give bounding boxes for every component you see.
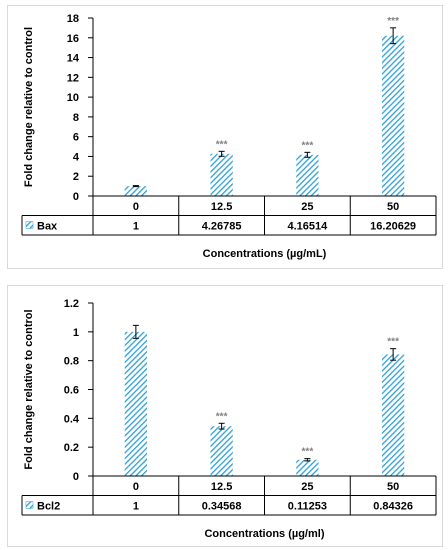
x-category-label: 25 — [301, 201, 313, 213]
significance-marker: *** — [387, 16, 399, 27]
bar — [210, 426, 233, 476]
x-category-label: 12.5 — [211, 201, 232, 213]
bar — [381, 354, 405, 476]
significance-marker: *** — [302, 140, 314, 151]
x-category-label: 25 — [301, 481, 313, 493]
bar — [210, 153, 233, 196]
bax-chart: Fold change relative to control024681012… — [21, 13, 437, 260]
legend-key — [25, 221, 34, 229]
table-value-cell: 0.11253 — [288, 500, 327, 512]
table-value-cell: 0.84326 — [373, 500, 413, 512]
y-tick-label: 1 — [73, 327, 79, 339]
y-tick-label: 0 — [73, 191, 79, 203]
x-category-label: 50 — [387, 481, 399, 493]
table-value-cell: 1 — [133, 220, 139, 232]
table-value-cell: 4.26785 — [202, 220, 242, 232]
y-tick-label: 0.4 — [64, 413, 80, 425]
y-tick-label: 18 — [67, 13, 79, 25]
table-value-cell: 4.16514 — [287, 220, 328, 232]
y-tick-label: 0.8 — [64, 356, 79, 368]
significance-marker: *** — [216, 139, 228, 150]
y-axis-title: Fold change relative to control — [23, 309, 35, 469]
y-tick-label: 6 — [73, 132, 79, 144]
x-axis-title: Concentrations (µg/ml) — [204, 528, 324, 540]
legend-key — [25, 501, 34, 509]
legend-series-label: Bax — [37, 220, 58, 232]
y-tick-label: 0.6 — [64, 385, 79, 397]
bax-chart-panel: Fold change relative to control 0 2 4 6 8 10 12… — [7, 5, 443, 269]
x-category-label: 0 — [133, 481, 139, 493]
bcl2-chart-panel: Fold change relative to control 0 0.2 0.4 0.… — [7, 285, 443, 547]
bcl2-chart: Fold change relative to control 0 0.2 0.4 0.… — [21, 298, 437, 540]
x-axis-title: Concentrations (µg/mL) — [203, 248, 327, 260]
bar — [381, 35, 405, 197]
significance-marker: *** — [302, 447, 314, 458]
y-tick-label: 10 — [67, 92, 79, 104]
y-tick-label: 12 — [67, 72, 79, 84]
y-tick-label: 2 — [73, 171, 79, 183]
y-axis-title: Fold change relative to control — [23, 27, 35, 187]
y-tick-label: 14 — [67, 53, 80, 65]
y-tick-label: 8 — [73, 112, 79, 124]
significance-marker: *** — [387, 337, 399, 348]
table-value-cell: 16.20629 — [370, 220, 416, 232]
table-value-cell: 0.34568 — [202, 500, 242, 512]
y-tick-label: 4 — [73, 151, 80, 163]
x-category-label: 12.5 — [211, 481, 232, 493]
y-tick-label: 0.2 — [64, 442, 79, 454]
y-tick-label: 0 — [73, 471, 79, 483]
legend-series-label: Bcl2 — [37, 500, 60, 512]
significance-marker: *** — [216, 411, 228, 422]
bar — [296, 459, 319, 476]
x-category-label: 0 — [133, 201, 139, 213]
y-tick-label: 1.2 — [64, 298, 79, 310]
bar — [296, 154, 319, 196]
bar — [124, 331, 148, 476]
y-tick-label: 16 — [67, 33, 79, 45]
bar — [124, 186, 148, 196]
table-value-cell: 1 — [133, 500, 139, 512]
x-category-label: 50 — [387, 201, 399, 213]
